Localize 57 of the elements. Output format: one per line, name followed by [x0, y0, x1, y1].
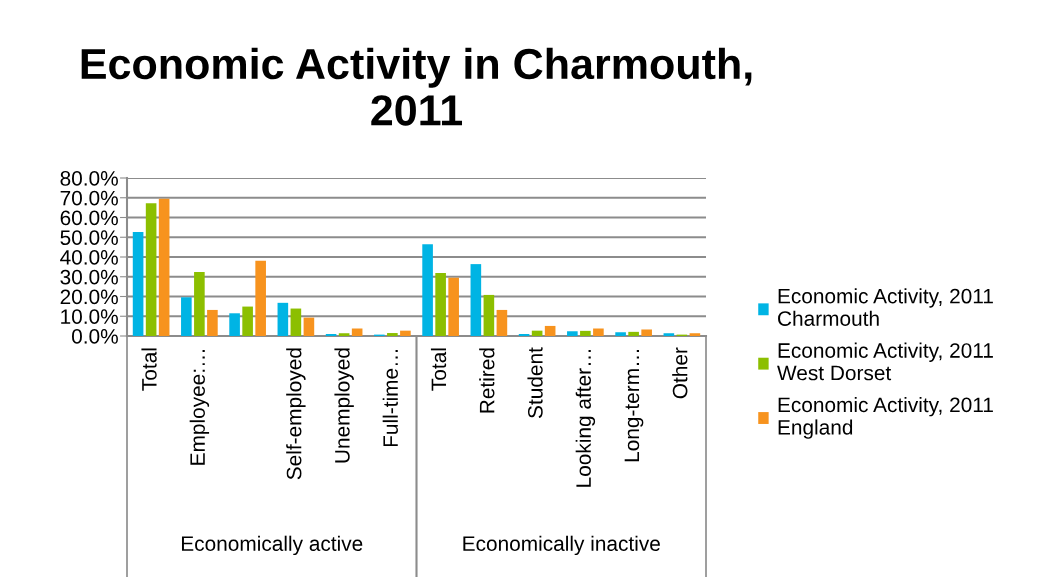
- bar: [207, 309, 218, 336]
- x-tick-label: Long-term…: [624, 349, 644, 462]
- bar: [567, 331, 578, 336]
- y-tick-label: 10.0%: [61, 309, 118, 324]
- bar: [145, 203, 157, 336]
- bar: [580, 330, 591, 336]
- legend-label: Economic Activity, 2011 England: [778, 396, 993, 439]
- x-tick-label: Looking after…: [575, 349, 596, 487]
- legend-label: Economic Activity, 2011 Charmouth: [778, 288, 993, 326]
- y-tick-label: 20.0%: [60, 289, 118, 305]
- y-tick-label: 50.0%: [60, 230, 118, 245]
- bar: [277, 302, 289, 336]
- bar: [593, 328, 604, 336]
- x-tick-label: Employee:…: [189, 349, 210, 465]
- bar: [628, 331, 639, 336]
- x-tick-label: Total: [430, 348, 447, 391]
- bar: [158, 198, 170, 336]
- bar: [641, 329, 652, 336]
- bar: [400, 330, 411, 336]
- chart-title: Economic Activity in Charmouth, 2011: [81, 47, 752, 126]
- y-tick-label: 80.0%: [60, 171, 118, 186]
- bar: [194, 272, 205, 336]
- bar: [422, 244, 433, 336]
- x-tick-label: Other: [672, 347, 688, 399]
- x-tick-label: Full-time…: [382, 349, 398, 447]
- x-tick-label: Total: [141, 348, 157, 391]
- bar: [255, 260, 266, 336]
- x-tick-label: Student: [527, 347, 543, 418]
- text: Economically inactive: [463, 535, 660, 556]
- bar: [290, 308, 302, 336]
- bar: [181, 297, 192, 336]
- y-tick-label: 0.0%: [72, 329, 118, 344]
- bar: [663, 333, 675, 336]
- bar: [470, 264, 482, 336]
- x-tick-label: Retired: [479, 348, 495, 413]
- y-tick-label: 30.0%: [60, 269, 118, 285]
- y-tick-label: 70.0%: [60, 190, 118, 206]
- x-tick-label: Self-employed: [286, 348, 306, 480]
- bar: [229, 313, 240, 336]
- bar: [435, 273, 446, 336]
- bar: [303, 317, 315, 336]
- legend-label: Economic Activity, 2011 West Dorset: [777, 342, 993, 381]
- bar: [496, 309, 508, 336]
- bar: [689, 333, 701, 336]
- bar: [544, 325, 556, 336]
- bar: [132, 231, 144, 336]
- bar: [615, 332, 626, 336]
- bar: [483, 294, 495, 336]
- bar: [242, 306, 253, 336]
- bar: [387, 333, 398, 336]
- bar: [448, 277, 459, 336]
- x-tick-label: Unemployed: [334, 348, 354, 463]
- bar: [338, 333, 350, 336]
- y-tick-label: 40.0%: [60, 250, 118, 265]
- y-tick-label: 60.0%: [60, 210, 118, 226]
- bar: [351, 328, 363, 336]
- text: Economically active: [181, 535, 363, 556]
